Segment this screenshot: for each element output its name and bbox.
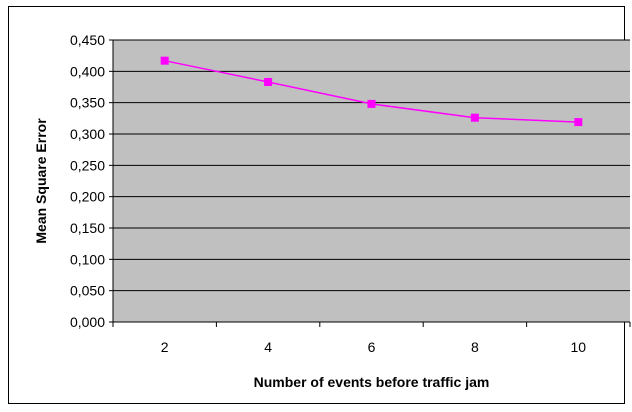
y-tick-label: 0,100 [70, 251, 105, 267]
x-axis-title: Number of events before traffic jam [254, 374, 490, 390]
y-tick-label: 0,050 [70, 283, 105, 299]
data-point [160, 56, 169, 65]
data-point [470, 113, 479, 122]
gridlines [112, 39, 630, 323]
y-tick-label: 0,450 [70, 32, 105, 48]
y-tick-label: 0,250 [70, 157, 105, 173]
y-tick-label: 0,200 [70, 189, 105, 205]
x-tick-label: 10 [571, 339, 587, 355]
plot-area [113, 40, 630, 322]
y-tick-label: 0,400 [70, 63, 105, 79]
y-axis-ticks: 0,000 0,050 0,100 0,150 0,200 0,250 0,300 0,350… [70, 32, 113, 330]
y-tick-label: 0,150 [70, 220, 105, 236]
y-tick-label: 0,350 [70, 95, 105, 111]
data-point [264, 77, 273, 86]
y-tick-label: 0,000 [70, 314, 105, 330]
x-tick-label: 4 [264, 339, 272, 355]
series-markers [160, 56, 583, 127]
x-tick-label: 6 [368, 339, 376, 355]
data-point [574, 118, 583, 127]
data-point [367, 99, 376, 108]
y-axis-title: Mean Square Error [33, 118, 49, 244]
x-tick-label: 2 [161, 339, 169, 355]
y-tick-label: 0,300 [70, 126, 105, 142]
x-axis-ticks: 2 4 6 8 10 [112, 322, 631, 355]
x-tick-label: 8 [471, 339, 479, 355]
